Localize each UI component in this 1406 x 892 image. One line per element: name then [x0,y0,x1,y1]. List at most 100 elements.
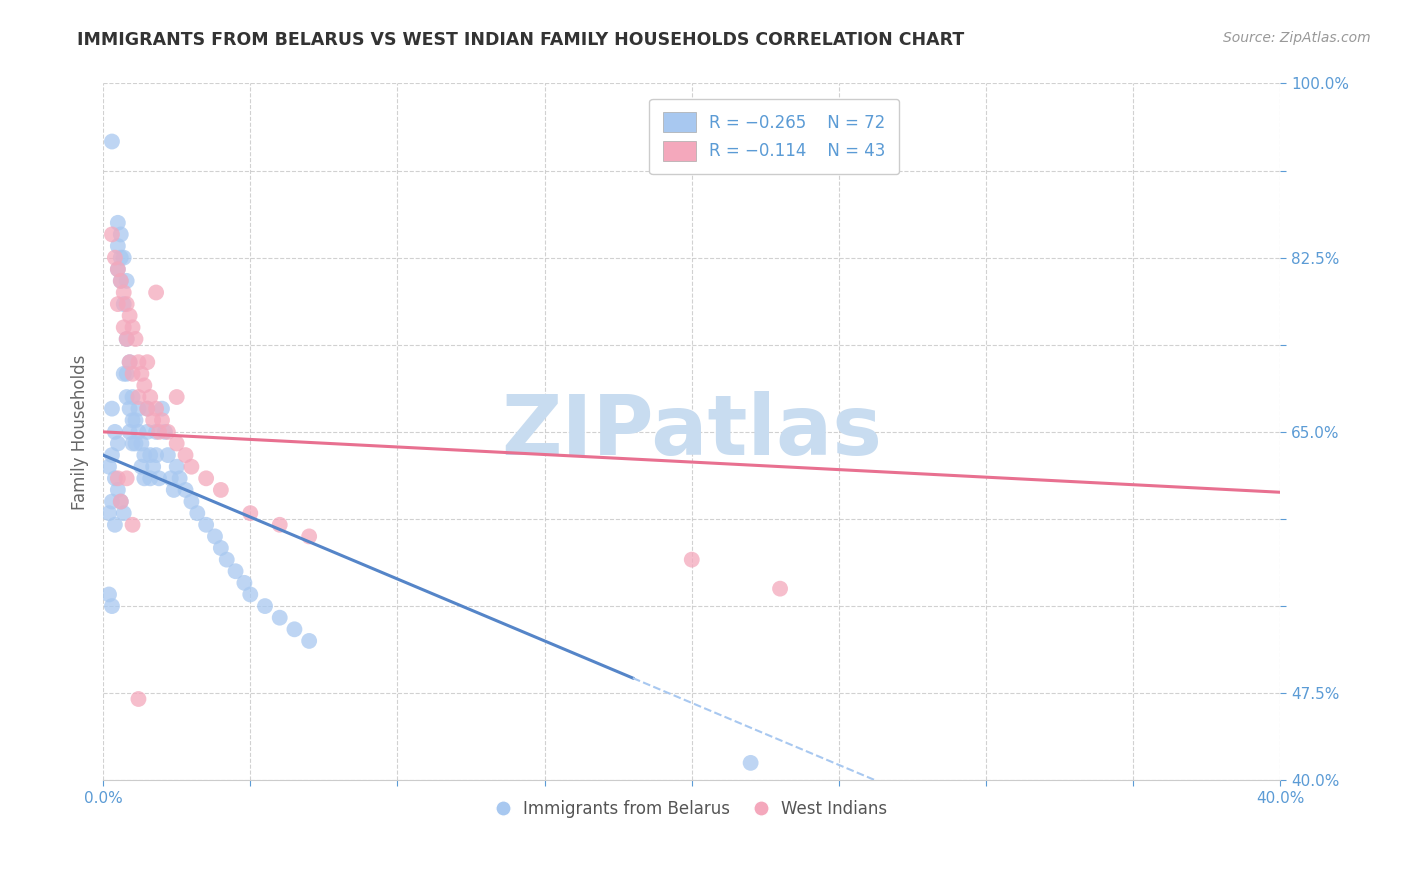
Point [127,425,149,439]
Point [107,239,129,253]
Point [153,425,176,439]
Point [112,320,135,334]
Point [115,367,138,381]
Point [174,483,197,497]
Point [150,401,173,416]
Point [121,517,143,532]
Point [118,309,141,323]
Y-axis label: Family Households: Family Households [72,354,89,509]
Point [174,448,197,462]
Point [139,471,162,485]
Point [112,285,135,300]
Point [298,529,321,543]
Point [115,297,138,311]
Point [104,251,127,265]
Point [233,575,256,590]
Point [110,274,132,288]
Point [110,494,132,508]
Point [110,227,132,242]
Point [124,413,146,427]
Point [136,425,159,439]
Point [253,599,276,613]
Point [225,564,247,578]
Point [156,448,179,462]
Point [209,483,232,497]
Point [145,285,167,300]
Point [148,425,170,439]
Point [134,378,156,392]
Point [115,332,138,346]
Point [180,459,202,474]
Point [107,297,129,311]
Point [98,506,121,520]
Point [101,448,124,462]
Point [163,483,186,497]
Point [104,517,127,532]
Point [145,401,167,416]
Point [115,274,138,288]
Point [107,471,129,485]
Point [169,471,191,485]
Point [239,587,262,601]
Point [110,251,132,265]
Point [136,401,159,416]
Point [195,517,218,532]
Point [112,297,135,311]
Point [681,552,703,566]
Point [204,529,226,543]
Point [740,756,762,770]
Point [101,494,124,508]
Point [269,517,291,532]
Point [186,506,208,520]
Point [121,436,143,450]
Point [298,634,321,648]
Point [121,413,143,427]
Legend: Immigrants from Belarus, West Indians: Immigrants from Belarus, West Indians [489,793,894,824]
Point [166,390,188,404]
Point [112,506,135,520]
Point [118,401,141,416]
Point [139,390,162,404]
Point [195,471,218,485]
Point [118,355,141,369]
Point [98,587,121,601]
Point [107,262,129,277]
Point [139,448,162,462]
Point [101,599,124,613]
Point [131,436,153,450]
Point [112,251,135,265]
Point [112,367,135,381]
Point [159,471,181,485]
Point [104,425,127,439]
Point [115,471,138,485]
Point [131,367,153,381]
Point [134,471,156,485]
Point [769,582,792,596]
Point [127,390,149,404]
Point [107,436,129,450]
Point [104,471,127,485]
Point [136,401,159,416]
Point [131,459,153,474]
Point [136,355,159,369]
Point [127,401,149,416]
Point [98,459,121,474]
Point [127,355,149,369]
Point [107,216,129,230]
Point [107,483,129,497]
Point [101,135,124,149]
Point [156,425,179,439]
Point [215,552,238,566]
Point [150,413,173,427]
Point [283,623,305,637]
Point [166,459,188,474]
Point [107,262,129,277]
Text: ZIPatlas: ZIPatlas [502,392,883,473]
Point [145,448,167,462]
Point [110,274,132,288]
Point [166,436,188,450]
Point [101,401,124,416]
Text: Source: ZipAtlas.com: Source: ZipAtlas.com [1223,31,1371,45]
Point [239,506,262,520]
Point [180,494,202,508]
